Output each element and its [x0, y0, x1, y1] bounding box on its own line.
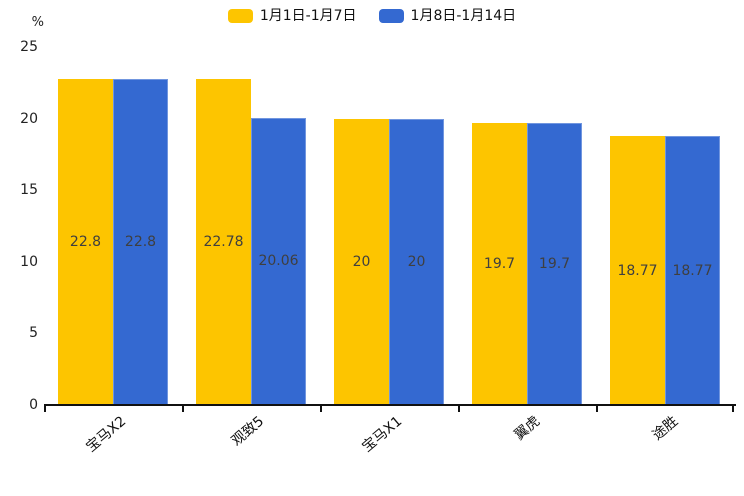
bar-group: 19.7 19.7: [458, 47, 596, 405]
bar-series2: 19.7: [527, 122, 582, 405]
bar-value-label: 19.7: [483, 255, 516, 272]
bar-value-label: 22.8: [69, 233, 102, 250]
bar-value-label: 20: [407, 253, 426, 270]
bar-series1: 19.7: [472, 122, 527, 405]
bar-series2: 20: [389, 118, 444, 405]
bar-value-label: 22.78: [203, 233, 244, 250]
x-axis-tick: [44, 406, 46, 412]
legend-label-week2: 1月8日-1月14日: [410, 8, 517, 24]
legend-item-week2[interactable]: 1月8日-1月14日: [378, 7, 517, 25]
bar-value-label: 18.77: [672, 262, 713, 279]
y-axis-tick-label: 15: [20, 182, 38, 199]
legend-item-week1[interactable]: 1月1日-1月7日: [227, 7, 357, 25]
bar-group: 22.8 22.8: [44, 47, 182, 405]
x-axis-category-label: 宝马X2: [83, 413, 130, 456]
legend: 1月1日-1月7日 1月8日-1月14日: [0, 7, 744, 25]
bar-value-label: 20.06: [258, 253, 299, 270]
x-axis-tick: [320, 406, 322, 412]
bar-group: 20 20: [320, 47, 458, 405]
x-axis-tick: [182, 406, 184, 412]
y-axis-tick-label: 0: [29, 397, 38, 413]
legend-label-week1: 1月1日-1月7日: [259, 8, 357, 24]
x-axis-tick: [458, 406, 460, 412]
legend-swatch-week2: [378, 9, 404, 23]
bar-series1: 20: [334, 118, 389, 405]
bar-series1: 18.77: [610, 136, 665, 405]
bar-value-label: 22.8: [124, 233, 157, 250]
bar-series1: 22.8: [58, 78, 113, 405]
x-axis-tick: [596, 406, 598, 412]
y-axis-tick-label: 5: [29, 325, 38, 342]
bar-series2: 22.8: [113, 78, 168, 405]
y-axis-unit-label: %: [31, 15, 44, 30]
plot-area: 22.8 22.8 22.78 20.06 20 20 19.7 19.7 18.77 18.77: [44, 47, 734, 405]
x-axis-line: [44, 404, 736, 406]
bar-series2: 20.06: [251, 117, 306, 405]
y-axis-tick-label: 20: [20, 110, 38, 127]
bar-value-label: 18.77: [617, 262, 658, 279]
legend-swatch-week1: [227, 9, 253, 23]
bar-value-label: 20: [352, 253, 371, 270]
bar-value-label: 19.7: [538, 255, 571, 272]
x-axis-tick: [732, 406, 734, 412]
bar-series1: 22.78: [196, 78, 251, 405]
y-axis-tick-label: 25: [20, 39, 38, 55]
bar-series2: 18.77: [665, 136, 720, 405]
y-axis-tick-label: 10: [20, 253, 38, 270]
bar-group: 22.78 20.06: [182, 47, 320, 405]
bar-group: 18.77 18.77: [596, 47, 734, 405]
